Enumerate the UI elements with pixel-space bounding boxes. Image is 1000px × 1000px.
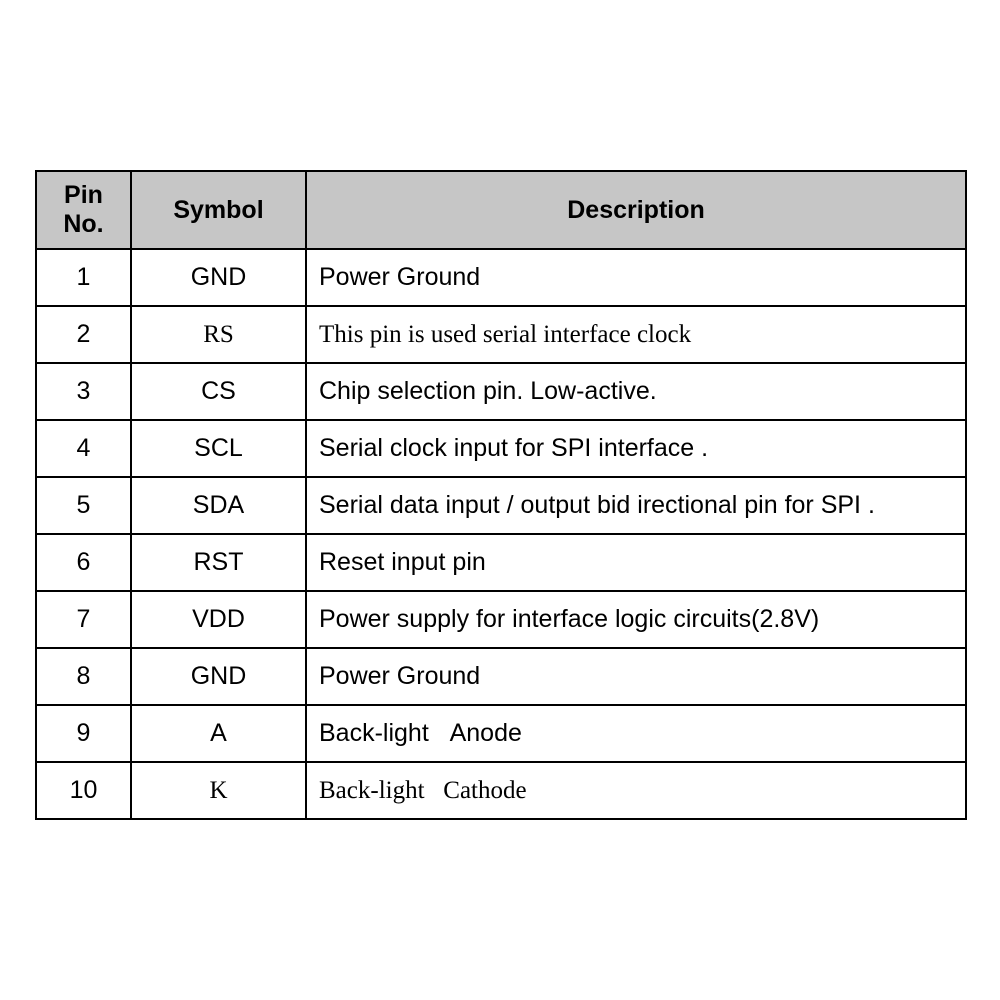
table-row: 3CSChip selection pin. Low-active. bbox=[36, 363, 966, 420]
table-row: 9ABack-light Anode bbox=[36, 705, 966, 762]
header-pin: PinNo. bbox=[36, 171, 131, 249]
table-row: 1GNDPower Ground bbox=[36, 249, 966, 306]
table-row: 5SDASerial data input / output bid irect… bbox=[36, 477, 966, 534]
cell-description: Power Ground bbox=[306, 249, 966, 306]
cell-symbol: SCL bbox=[131, 420, 306, 477]
cell-pin: 1 bbox=[36, 249, 131, 306]
table-row: 10KBack-light Cathode bbox=[36, 762, 966, 819]
cell-symbol: VDD bbox=[131, 591, 306, 648]
table-row: 4SCLSerial clock input for SPI interface… bbox=[36, 420, 966, 477]
cell-description: Chip selection pin. Low-active. bbox=[306, 363, 966, 420]
cell-symbol: K bbox=[131, 762, 306, 819]
cell-pin: 2 bbox=[36, 306, 131, 363]
cell-pin: 10 bbox=[36, 762, 131, 819]
cell-symbol: GND bbox=[131, 249, 306, 306]
table-header-row: PinNo. Symbol Description bbox=[36, 171, 966, 249]
cell-description: This pin is used serial interface clock bbox=[306, 306, 966, 363]
header-description: Description bbox=[306, 171, 966, 249]
page: PinNo. Symbol Description 1GNDPower Grou… bbox=[0, 0, 1000, 820]
cell-symbol: SDA bbox=[131, 477, 306, 534]
cell-symbol: CS bbox=[131, 363, 306, 420]
table-row: 7VDDPower supply for interface logic cir… bbox=[36, 591, 966, 648]
table-row: 6RSTReset input pin bbox=[36, 534, 966, 591]
cell-symbol: RST bbox=[131, 534, 306, 591]
header-symbol: Symbol bbox=[131, 171, 306, 249]
cell-description: Back-light Cathode bbox=[306, 762, 966, 819]
cell-pin: 5 bbox=[36, 477, 131, 534]
cell-description: Serial data input / output bid irectiona… bbox=[306, 477, 966, 534]
cell-pin: 8 bbox=[36, 648, 131, 705]
cell-description: Serial clock input for SPI interface . bbox=[306, 420, 966, 477]
cell-pin: 9 bbox=[36, 705, 131, 762]
cell-pin: 6 bbox=[36, 534, 131, 591]
cell-pin: 7 bbox=[36, 591, 131, 648]
table-row: 8GNDPower Ground bbox=[36, 648, 966, 705]
cell-pin: 4 bbox=[36, 420, 131, 477]
cell-symbol: A bbox=[131, 705, 306, 762]
cell-description: Back-light Anode bbox=[306, 705, 966, 762]
cell-description: Power supply for interface logic circuit… bbox=[306, 591, 966, 648]
cell-description: Reset input pin bbox=[306, 534, 966, 591]
cell-symbol: GND bbox=[131, 648, 306, 705]
cell-description: Power Ground bbox=[306, 648, 966, 705]
table-row: 2RSThis pin is used serial interface clo… bbox=[36, 306, 966, 363]
cell-symbol: RS bbox=[131, 306, 306, 363]
cell-pin: 3 bbox=[36, 363, 131, 420]
pin-table: PinNo. Symbol Description 1GNDPower Grou… bbox=[35, 170, 967, 820]
